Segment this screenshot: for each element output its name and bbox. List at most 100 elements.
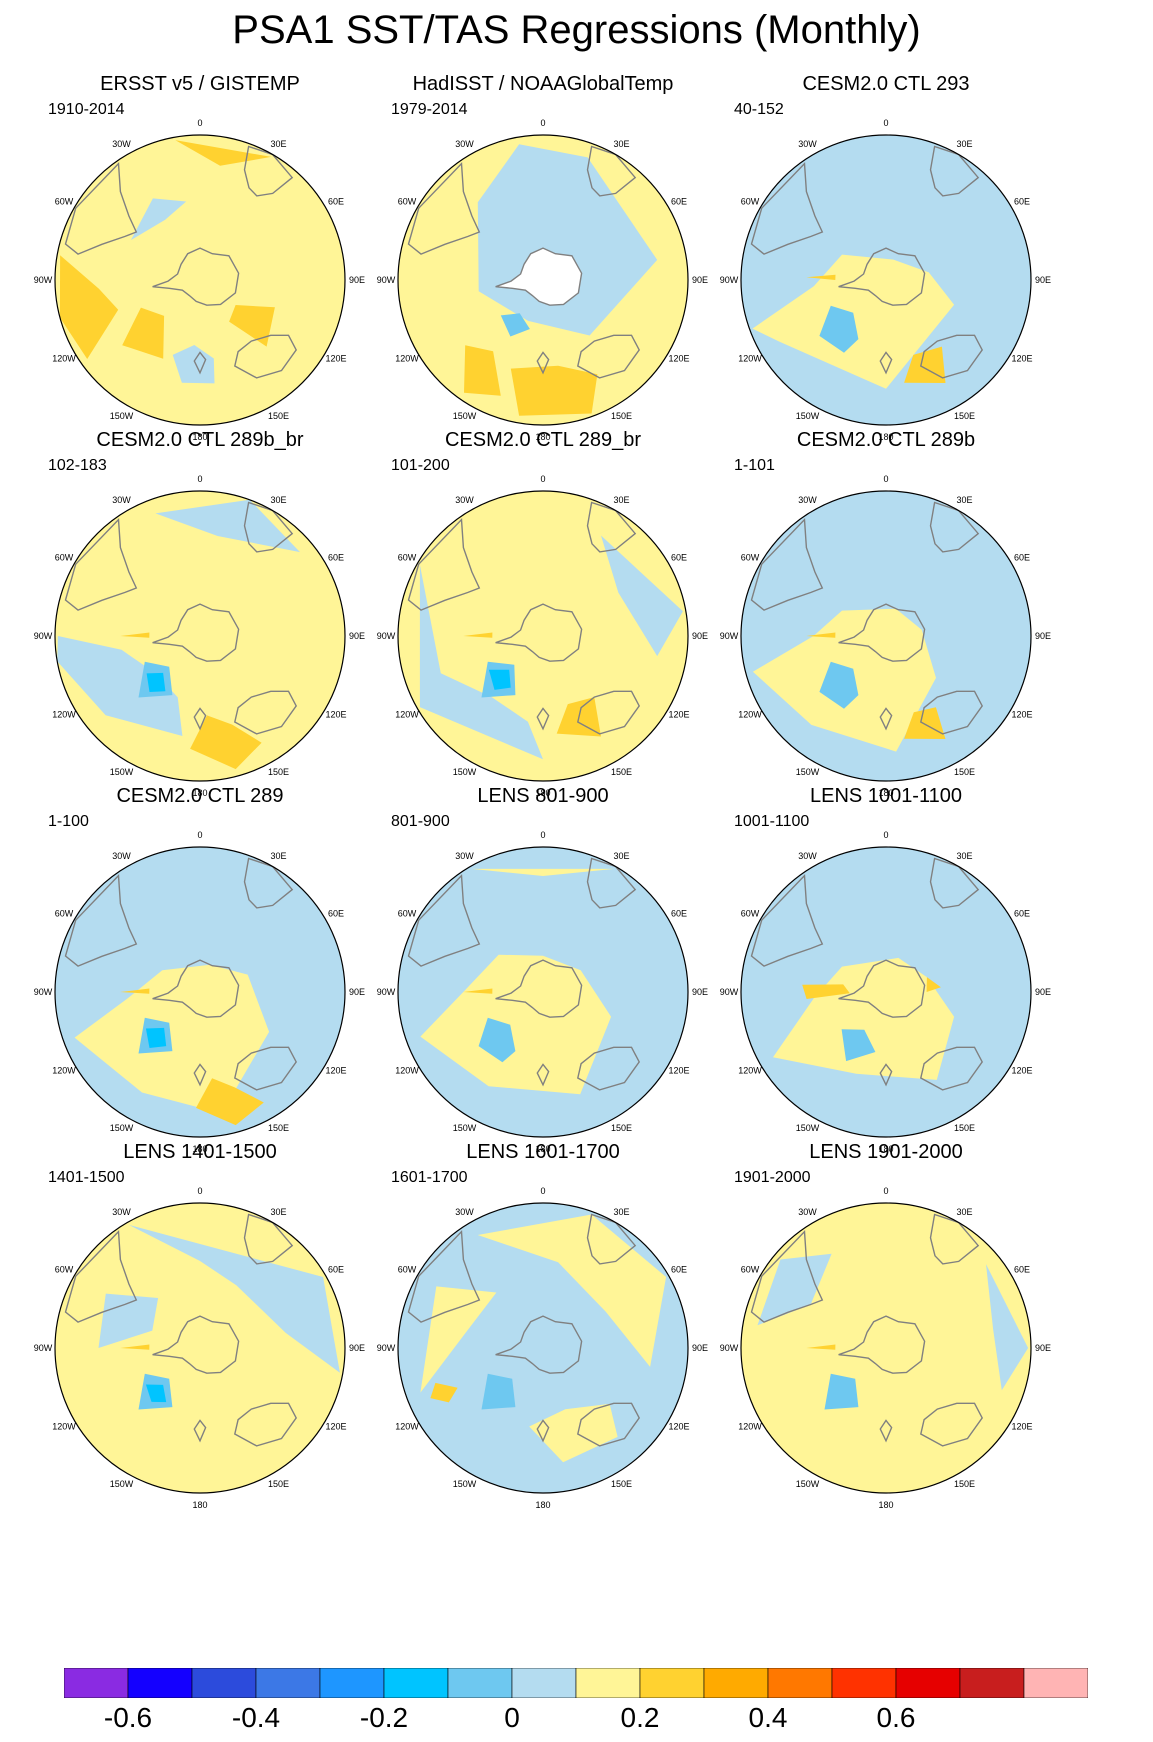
map-panel: CESM2.0 CTL 289_br 0 30E 60E 90E 120E 150E 180 1… — [363, 428, 723, 823]
longitude-label: 120W — [738, 354, 762, 364]
coastline — [919, 690, 984, 735]
longitude-label: 150E — [268, 1479, 289, 1489]
coastline — [407, 873, 481, 967]
longitude-label: 90E — [349, 631, 365, 641]
coastline — [919, 1402, 984, 1447]
longitude-label: 30W — [798, 139, 817, 149]
colorbar-swatch — [319, 1668, 385, 1698]
longitude-label: 180 — [192, 1500, 207, 1510]
polar-stereographic-map: 0 30E 60E 90E 120E 150E 180 150W 120W 90W 60W 30W — [377, 474, 708, 798]
anomaly-region — [229, 305, 275, 347]
longitude-label: 120W — [395, 1066, 419, 1076]
colorbar-swatch — [1023, 1668, 1088, 1698]
colorbar-labels: -0.6 -0.4 -0.2 0 0.2 0.4 0.6 — [0, 1700, 1153, 1740]
longitude-label: 120E — [325, 710, 346, 720]
longitude-label: 0 — [883, 830, 888, 840]
longitude-label: 30E — [613, 495, 629, 505]
longitude-label: 60E — [671, 553, 687, 563]
coastline — [576, 334, 641, 379]
longitude-label: 180 — [878, 1144, 893, 1154]
longitude-label: 90W — [377, 631, 396, 641]
period-label: 40-152 — [734, 101, 784, 118]
longitude-label: 180 — [192, 1144, 207, 1154]
panel-title: CESM2.0 CTL 289 — [116, 785, 284, 807]
anomaly-region — [802, 984, 850, 999]
longitude-label: 150E — [268, 1123, 289, 1133]
longitude-label: 120E — [1011, 354, 1032, 364]
period-label: 1-100 — [48, 813, 89, 830]
coastline — [586, 145, 637, 197]
longitude-label: 60E — [1014, 197, 1030, 207]
longitude-label: 60E — [328, 909, 344, 919]
longitude-label: 30W — [112, 139, 131, 149]
antarctica-coastline — [838, 603, 926, 662]
coastline — [407, 517, 481, 611]
anomaly-region — [819, 305, 859, 353]
panel-title: HadISST / NOAAGlobalTemp — [412, 73, 674, 95]
longitude-label: 120E — [1011, 710, 1032, 720]
map-border — [397, 1202, 689, 1494]
coastline — [64, 1229, 138, 1323]
longitude-label: 30W — [455, 495, 474, 505]
anomaly-region — [488, 669, 511, 690]
anomaly-region — [420, 1286, 497, 1393]
period-label: 1601-1700 — [391, 1169, 468, 1186]
map-panel: LENS 1901-2000 0 30E 60E 90E 120E 150E 180 150W 1… — [706, 1140, 1066, 1535]
anomaly-region — [773, 957, 955, 1080]
anomaly-region — [155, 499, 300, 553]
antarctica-coastline — [152, 959, 240, 1018]
colorbar-swatch — [959, 1668, 1025, 1698]
longitude-label: 180 — [535, 432, 550, 442]
longitude-label: 30W — [112, 495, 131, 505]
anomaly-region — [500, 313, 530, 337]
longitude-label: 30E — [956, 139, 972, 149]
longitude-label: 150W — [796, 1123, 820, 1133]
longitude-label: 120E — [325, 1422, 346, 1432]
anomaly-region — [430, 1382, 458, 1403]
longitude-label: 90E — [349, 275, 365, 285]
anomaly-region — [98, 1293, 159, 1348]
coastline — [243, 145, 294, 197]
longitude-label: 150E — [954, 1123, 975, 1133]
anomaly-region — [478, 1017, 516, 1063]
coastline — [64, 873, 138, 967]
anomaly-region — [128, 1224, 340, 1373]
colorbar-swatch — [191, 1668, 257, 1698]
longitude-label: 90W — [720, 987, 739, 997]
longitude-label: 150W — [110, 1123, 134, 1133]
longitude-label: 90W — [34, 275, 53, 285]
coastline — [919, 1046, 984, 1091]
longitude-label: 180 — [878, 1500, 893, 1510]
colorbar-tick-label: -0.2 — [359, 1702, 409, 1733]
longitude-label: 120W — [52, 1422, 76, 1432]
polar-stereographic-map: 0 30E 60E 90E 120E 150E 180 150W 120W 90W 60W 30W — [720, 474, 1051, 798]
period-label: 1401-1500 — [48, 1169, 125, 1186]
longitude-label: 150W — [453, 767, 477, 777]
polar-stereographic-map: 0 30E 60E 90E 120E 150E 180 150W 120W 90W 60W 30W — [34, 118, 365, 442]
colorbar-tick-label: -0.6 — [103, 1702, 153, 1733]
anomaly-region — [145, 1027, 167, 1048]
coastline — [536, 351, 550, 375]
map-border — [54, 846, 346, 1138]
anomaly-region — [420, 954, 612, 1095]
map-panel: HadISST / NOAAGlobalTemp 0 30E 60E 90E 120E 15… — [363, 72, 723, 467]
map-panel: CESM2.0 CTL 289b_br 0 30E 60E 90E 120E 150E 180… — [20, 428, 380, 823]
longitude-label: 30E — [270, 851, 286, 861]
coastline — [879, 1063, 893, 1087]
antarctica-coastline — [838, 1315, 926, 1374]
longitude-label: 90W — [34, 987, 53, 997]
anomaly-region — [464, 345, 501, 396]
colorbar-swatch — [255, 1668, 321, 1698]
anomaly-region — [419, 564, 543, 760]
coastline — [233, 690, 298, 735]
map-border — [397, 490, 689, 782]
longitude-label: 150W — [796, 767, 820, 777]
period-label: 801-900 — [391, 813, 450, 830]
coastline — [407, 1229, 481, 1323]
coastline — [193, 1419, 207, 1443]
colorbar-swatch — [511, 1668, 577, 1698]
longitude-label: 30W — [455, 1207, 474, 1217]
longitude-label: 60E — [1014, 1265, 1030, 1275]
longitude-label: 90E — [1035, 987, 1051, 997]
coastline — [536, 1419, 550, 1443]
